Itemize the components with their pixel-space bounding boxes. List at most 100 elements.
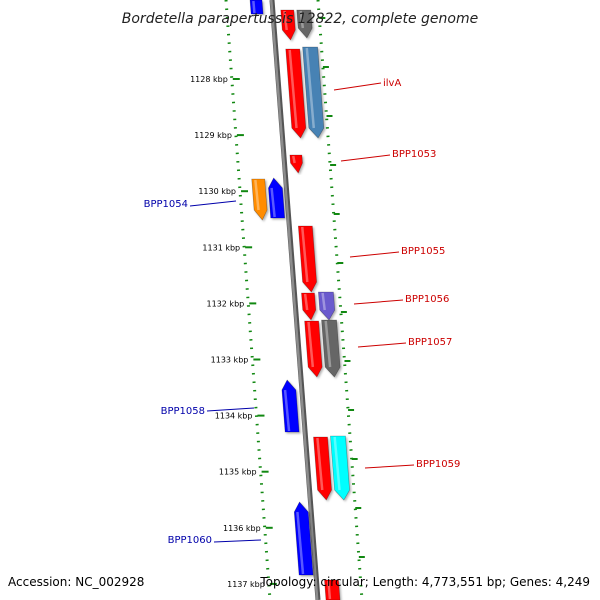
gene-label-leader (189, 200, 237, 207)
gene-arrow-highlight (288, 49, 298, 129)
gene-label[interactable]: BPP1060 (168, 535, 212, 546)
gene-arrow-body (249, 0, 264, 15)
feature-layer (249, 0, 350, 600)
gene-arrow-highlight (270, 187, 276, 218)
gene-label-leader (364, 464, 415, 469)
gene-arrow-highlight (292, 155, 296, 164)
gene-arrow-body (296, 9, 313, 39)
gene-arrow-bpp1055 (298, 225, 317, 293)
gene-arrow-bpp1054 (251, 178, 268, 221)
gene-arrow-body (302, 46, 325, 139)
ruler-tick-label: 1136 kbp (223, 524, 261, 533)
gene-arrow (280, 9, 296, 41)
gene-label-group: BPP1055 (349, 246, 445, 258)
gene-label-group: BPP1058 (161, 406, 255, 417)
gene-arrow-highlight (296, 511, 305, 575)
gene-arrow-highlight (305, 47, 316, 129)
gene-label-group: BPP1056 (353, 294, 449, 305)
gene-arrow-bpp1056 (301, 292, 317, 321)
gene-arrow-highlight (303, 293, 309, 311)
gene-label[interactable]: ilvA (383, 78, 401, 89)
gene-arrow-highlight (301, 226, 309, 283)
gene-label-leader (213, 539, 262, 543)
gene-label[interactable]: BPP1056 (405, 294, 449, 305)
gene-arrow-highlight (299, 10, 305, 29)
gene-arrow-ilva (285, 48, 307, 139)
gene-label-leader (353, 299, 404, 305)
topology-text: Topology: circular; Length: 4,773,551 bp… (259, 575, 590, 589)
ruler-tick-label: 1134 kbp (215, 412, 253, 421)
gene-arrow-body (280, 9, 296, 41)
gene-arrow-highlight (307, 321, 315, 368)
gene-arrow-highlight (324, 320, 332, 368)
gene-arrow-highlight (252, 0, 256, 14)
ruler-tick-label: 1130 kbp (198, 187, 236, 196)
gene-arrow-bpp1058 (281, 379, 300, 433)
gene-label-leader (340, 154, 391, 162)
ruler-tick-label: 1137 kbp (227, 580, 265, 589)
gene-arrow-body (281, 379, 300, 433)
gene-label[interactable]: BPP1054 (144, 199, 188, 210)
accession-text: Accession: NC_002928 (8, 575, 144, 589)
label-layer: ilvA BPP1053 BPP1054 BPP1055 BPP1056 BPP1057 B… (144, 78, 461, 546)
gene-label-leader (206, 407, 255, 412)
ruler-tick-label: 1129 kbp (194, 131, 232, 140)
gene-label-group: BPP1060 (168, 535, 262, 546)
gene-arrow-body (318, 291, 336, 321)
gene-arrow-bpp1053 (289, 154, 303, 174)
map-title: Bordetella parapertussis 12822, complete… (122, 11, 478, 27)
gene-arrow (302, 46, 325, 139)
gene-label-group: BPP1059 (364, 459, 460, 470)
gene-label[interactable]: BPP1058 (161, 406, 205, 417)
gene-label[interactable]: BPP1059 (416, 459, 460, 470)
gene-arrow-body (285, 48, 307, 139)
backbone-line (269, 0, 319, 600)
ruler-layer: 1128 kbp 1129 kbp 1130 kbp 1131 kbp 1132 kbp… (190, 0, 365, 600)
gene-arrow-bpp1059 (313, 436, 332, 501)
gene-arrow-highlight (283, 10, 288, 31)
gene-arrow (324, 579, 341, 600)
gene-arrow-body (251, 178, 268, 221)
ruler-tick-label: 1131 kbp (202, 243, 240, 252)
gene-arrow-highlight (283, 389, 291, 432)
gene-arrow-body (313, 436, 332, 501)
gene-arrow (330, 435, 350, 501)
gene-arrow-highlight (327, 580, 332, 600)
gene-arrow-body (304, 320, 323, 378)
ruler-tick-label: 1135 kbp (219, 468, 257, 477)
gene-arrow-highlight (333, 436, 341, 491)
gene-arrow-body (330, 435, 350, 501)
gene-arrow-body (293, 501, 314, 576)
gene-label-group: BPP1057 (357, 337, 452, 348)
ruler-tick-label: 1132 kbp (207, 299, 245, 308)
gene-arrow-highlight (254, 179, 260, 211)
gene-arrow-body (324, 579, 341, 600)
ruler-tick-label: 1133 kbp (211, 356, 249, 365)
gene-label-leader (357, 342, 407, 348)
gene-arrow-body (268, 177, 286, 219)
gene-arrow-highlight (321, 292, 326, 311)
gene-arrow-highlight (316, 437, 324, 491)
gene-arrow (296, 9, 313, 39)
gene-label[interactable]: BPP1057 (408, 337, 452, 348)
gene-arrow (321, 319, 341, 378)
gene-label-group: ilvA (333, 78, 401, 91)
gene-label[interactable]: BPP1055 (401, 246, 445, 257)
gene-label-leader (333, 82, 382, 91)
gene-arrow-body (301, 292, 317, 321)
gene-arrow (318, 291, 336, 321)
gene-arrow-body (321, 319, 341, 378)
gene-label-group: BPP1053 (340, 149, 436, 162)
backbone-layer (269, 0, 321, 600)
gene-arrow-bpp1060 (293, 501, 314, 576)
gene-label[interactable]: BPP1053 (392, 149, 436, 160)
gene-arrow-body (298, 225, 317, 293)
gene-label-group: BPP1054 (144, 199, 237, 210)
ruler-tick-label: 1128 kbp (190, 75, 228, 84)
gene-arrow (249, 0, 264, 15)
gene-label-leader (349, 251, 400, 258)
gene-arrow-body (289, 154, 303, 174)
gene-arrow (268, 177, 286, 219)
gene-arrow-bpp1057 (304, 320, 323, 378)
